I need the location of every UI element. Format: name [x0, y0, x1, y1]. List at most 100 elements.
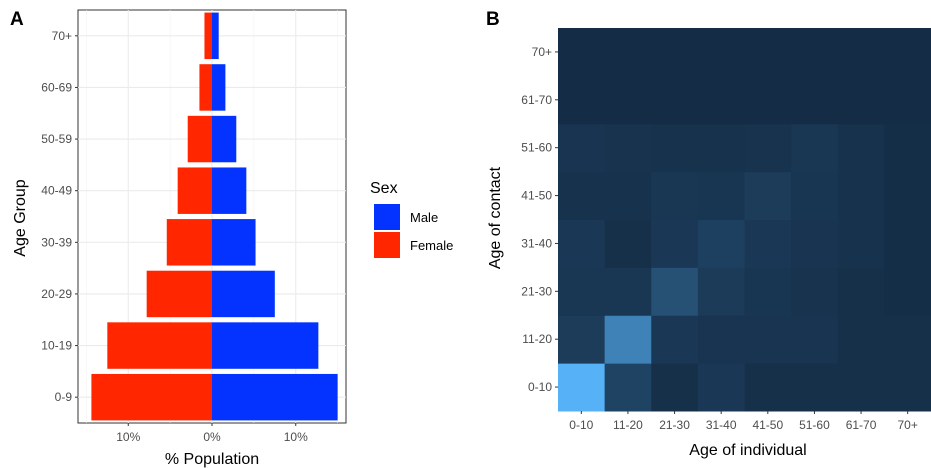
heatmap-x-tick-label: 31-40 — [706, 418, 737, 432]
legend-label-female: Female — [410, 238, 453, 253]
heatmap-cell-31-40-11-20 — [697, 315, 745, 364]
pyramid-y-tick-label: 30-39 — [41, 235, 72, 249]
heatmap-x-tick-label: 70+ — [898, 418, 918, 432]
heatmap-cell-70--61-70 — [884, 75, 931, 125]
heatmap-cell-41-50-11-20 — [744, 315, 792, 364]
pyramid-x-ticks: 10% 0% 10% — [116, 423, 308, 444]
bar-female-60-69 — [199, 64, 212, 111]
panel-letter-a: A — [10, 9, 24, 30]
heatmap-cell-61-70-70- — [837, 28, 885, 77]
bar-male-60-69 — [212, 64, 226, 111]
heatmap-cell-51-60-0-10 — [791, 363, 839, 412]
heatmap-cell-21-30-51-60 — [651, 123, 699, 173]
pyramid-y-tick-label: 70+ — [52, 29, 72, 43]
heatmap-cell-51-60-31-40 — [791, 219, 839, 268]
heatmap-cell-41-50-21-30 — [744, 267, 792, 316]
pyramid-x-tick-label: 0% — [203, 430, 221, 444]
pyramid-y-tick-label: 50-59 — [41, 132, 72, 146]
bar-female-30-39 — [166, 219, 212, 266]
pyramid-x-tick-label: 10% — [284, 430, 308, 444]
heatmap-cell-11-20-70- — [604, 28, 652, 77]
heatmap-cell-11-20-21-30 — [604, 267, 652, 316]
pyramid-y-tick-label: 60-69 — [41, 80, 72, 94]
heatmap-cell-11-20-31-40 — [604, 219, 652, 268]
heatmap-panel: B 0-1011-2021-3031-4041-5051-6061-7070+ … — [486, 9, 931, 459]
heatmap-cell-61-70-61-70 — [837, 75, 885, 125]
bar-male-70- — [212, 12, 219, 60]
bar-female-50-59 — [187, 115, 212, 163]
bar-male-20-29 — [212, 270, 275, 318]
bar-male-0-9 — [212, 373, 338, 421]
heatmap-x-axis-title: Age of individual — [689, 442, 806, 459]
heatmap-cell-21-30-41-50 — [651, 171, 699, 220]
heatmap-cell-61-70-31-40 — [837, 219, 885, 268]
heatmap-x-tick-label: 21-30 — [659, 418, 690, 432]
heatmap-cell-0-10-31-40 — [558, 219, 606, 268]
pyramid-x-tick-label: 10% — [116, 430, 140, 444]
pyramid-x-axis-title: % Population — [165, 451, 259, 468]
heatmap-cell-21-30-31-40 — [651, 219, 699, 268]
heatmap-cell-70--0-10 — [884, 363, 931, 412]
heatmap-cell-51-60-51-60 — [791, 123, 839, 173]
pyramid-y-tick-label: 10-19 — [41, 339, 72, 353]
heatmap-cell-0-10-70- — [558, 28, 606, 77]
panel-letter-b: B — [486, 9, 500, 30]
heatmap-cell-41-50-61-70 — [744, 75, 792, 125]
heatmap-cell-70--11-20 — [884, 315, 931, 364]
heatmap-y-tick-label: 70+ — [532, 45, 552, 59]
heatmap-x-tick-label: 11-20 — [613, 418, 643, 432]
heatmap-cell-21-30-0-10 — [651, 363, 699, 412]
heatmap-cell-0-10-21-30 — [558, 267, 606, 316]
heatmap-cell-11-20-51-60 — [604, 123, 652, 173]
heatmap-cell-31-40-21-30 — [697, 267, 745, 316]
heatmap-cell-11-20-61-70 — [604, 75, 652, 125]
heatmap-cell-31-40-70- — [697, 28, 745, 77]
bar-female-70- — [204, 12, 212, 60]
bar-female-10-19 — [107, 322, 212, 369]
heatmap-cell-70--70- — [884, 28, 931, 77]
bar-female-20-29 — [146, 270, 212, 318]
sex-legend: Sex Male Female — [370, 180, 453, 258]
bar-female-0-9 — [91, 373, 212, 421]
heatmap-cell-21-30-11-20 — [651, 315, 699, 364]
pyramid-bars — [91, 12, 338, 421]
bar-male-50-59 — [212, 115, 237, 163]
heatmap-cell-70--51-60 — [884, 123, 931, 173]
legend-label-male: Male — [410, 210, 438, 225]
heatmap-cell-61-70-21-30 — [837, 267, 885, 316]
legend-swatch-female — [374, 232, 400, 258]
heatmap-y-tick-label: 61-70 — [521, 93, 552, 107]
heatmap-x-tick-label: 0-10 — [569, 418, 593, 432]
heatmap-y-tick-label: 51-60 — [521, 141, 552, 155]
pyramid-panel: A 0-9 10-19 20-29 30-39 40-49 50-59 60-69 70+ 1… — [10, 9, 453, 468]
heatmap-cell-41-50-31-40 — [744, 219, 792, 268]
heatmap-cell-21-30-61-70 — [651, 75, 699, 125]
heatmap-cell-61-70-0-10 — [837, 363, 885, 412]
heatmap-cell-41-50-70- — [744, 28, 792, 77]
heatmap-cell-0-10-61-70 — [558, 75, 606, 125]
heatmap-y-tick-label: 0-10 — [528, 380, 552, 394]
heatmap-x-tick-label: 41-50 — [752, 418, 783, 432]
bar-female-40-49 — [177, 167, 212, 214]
heatmap-y-tick-label: 31-40 — [521, 236, 552, 250]
heatmap-cell-21-30-70- — [651, 28, 699, 77]
heatmap-cell-31-40-0-10 — [697, 363, 745, 412]
bar-male-10-19 — [212, 322, 319, 369]
bar-male-40-49 — [212, 167, 247, 214]
heatmap-cell-51-60-70- — [791, 28, 839, 77]
heatmap-cell-51-60-21-30 — [791, 267, 839, 316]
pyramid-y-tick-label: 0-9 — [55, 390, 73, 404]
heatmap-cell-0-10-51-60 — [558, 123, 606, 173]
heatmap-cell-70--41-50 — [884, 171, 931, 220]
heatmap-cell-41-50-51-60 — [744, 123, 792, 173]
heatmap-cell-0-10-11-20 — [558, 315, 606, 364]
heatmap-cell-70--31-40 — [884, 219, 931, 268]
heatmap-x-tick-label: 61-70 — [846, 418, 877, 432]
heatmap-cell-51-60-41-50 — [791, 171, 839, 220]
heatmap-cell-31-40-61-70 — [697, 75, 745, 125]
heatmap-cell-11-20-41-50 — [604, 171, 652, 220]
heatmap-cell-21-30-21-30 — [651, 267, 699, 316]
pyramid-y-tick-label: 40-49 — [41, 184, 72, 198]
heatmap-cell-61-70-11-20 — [837, 315, 885, 364]
